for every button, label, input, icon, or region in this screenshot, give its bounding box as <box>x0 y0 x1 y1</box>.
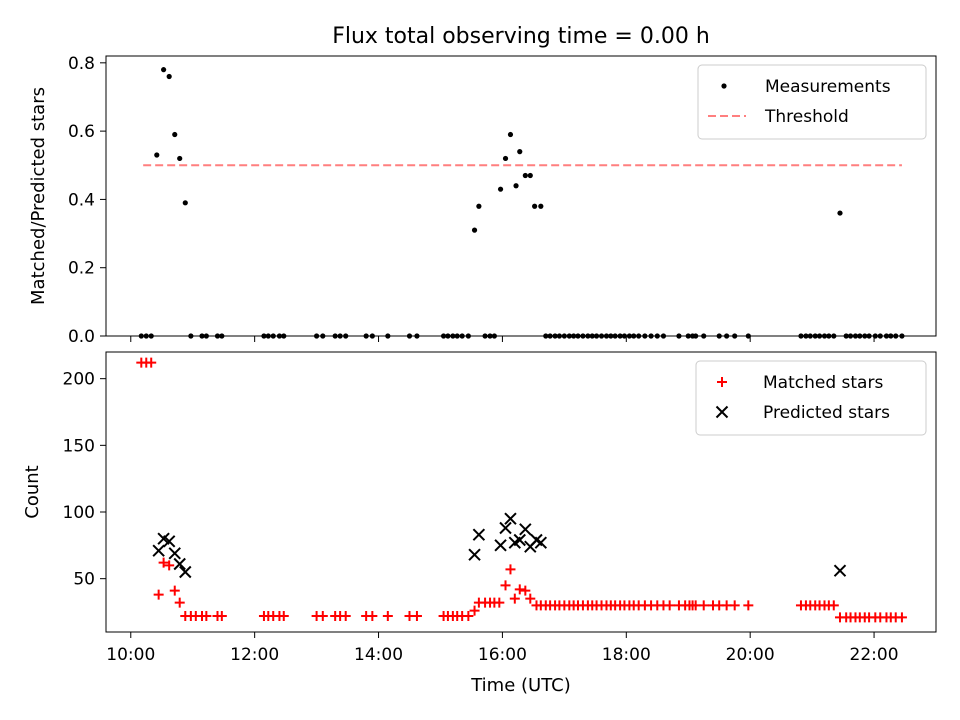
data-point <box>471 227 478 233</box>
data-point <box>168 547 181 560</box>
data-point <box>166 73 172 80</box>
data-point <box>201 611 212 621</box>
top-plot-frame <box>105 55 937 337</box>
data-point <box>513 183 519 189</box>
top-legend: Measurements Threshold <box>697 64 927 140</box>
data-point <box>172 131 178 138</box>
data-point <box>182 200 188 206</box>
data-point <box>367 611 378 621</box>
y-tick-label: 0.6 <box>68 122 95 142</box>
data-point <box>173 557 186 571</box>
data-point <box>169 585 180 596</box>
x-tick-label: 16:00 <box>478 645 527 665</box>
x-axis-label: Time (UTC) <box>470 675 571 696</box>
x-tick-label: 22:00 <box>850 645 899 665</box>
data-point <box>833 564 847 577</box>
data-point <box>153 589 164 600</box>
top-y-axis-label: Matched/Predicted stars <box>28 87 49 305</box>
bottom-panel: 10:00 12:00 14:00 16:00 18:00 20:00 22:00 50 100… <box>22 351 937 696</box>
y-tick-label: 0.0 <box>68 327 95 347</box>
data-point <box>507 131 514 138</box>
y-tick-label: 50 <box>73 570 95 590</box>
bottom-legend: Matched stars Predicted stars <box>695 360 927 436</box>
data-point <box>509 593 520 604</box>
y-tick-label: 150 <box>63 436 95 456</box>
data-point <box>520 585 531 596</box>
data-point <box>164 560 175 571</box>
data-point <box>158 557 169 568</box>
legend-box <box>697 64 927 140</box>
data-point <box>514 584 525 595</box>
x-tick-label: 18:00 <box>602 645 651 665</box>
data-point <box>468 548 481 561</box>
data-point <box>216 611 227 621</box>
data-point <box>698 600 709 611</box>
x-tick-label: 12:00 <box>230 645 279 665</box>
series-matched-stars <box>136 357 907 623</box>
data-point <box>896 612 907 623</box>
data-point <box>828 600 839 611</box>
legend-swatch <box>715 405 729 419</box>
data-point <box>154 152 160 158</box>
data-point <box>472 528 486 541</box>
y-tick-label: 100 <box>63 503 95 523</box>
legend-box <box>695 360 927 436</box>
data-point <box>513 533 526 547</box>
legend-label: Predicted stars <box>763 403 890 423</box>
data-point <box>743 600 754 611</box>
data-point <box>278 611 289 621</box>
data-point <box>146 357 157 368</box>
data-point <box>463 611 474 621</box>
data-point <box>527 172 533 179</box>
bottom-plot-frame <box>105 351 937 633</box>
data-point <box>522 172 528 179</box>
series-predicted-stars <box>152 512 847 579</box>
data-point <box>340 611 351 621</box>
data-point <box>494 539 507 552</box>
legend-swatch <box>721 83 727 89</box>
data-point <box>497 186 504 192</box>
legend-label: Matched stars <box>763 373 883 393</box>
data-point <box>534 536 548 549</box>
data-point <box>179 565 192 579</box>
data-point <box>152 544 165 557</box>
legend-label: Threshold <box>764 107 849 127</box>
x-tick-label: 20:00 <box>726 645 775 665</box>
bottom-y-axis-label: Count <box>22 465 43 518</box>
data-point <box>538 203 544 209</box>
data-point <box>502 155 509 162</box>
legend-swatch <box>717 377 727 387</box>
data-point <box>525 593 536 604</box>
data-point <box>469 605 480 616</box>
legend-label: Measurements <box>765 77 891 97</box>
data-point <box>476 203 482 209</box>
data-point <box>505 564 516 575</box>
x-tick-label: 14:00 <box>354 645 403 665</box>
data-point <box>174 597 185 608</box>
data-point <box>664 600 675 611</box>
y-tick-label: 200 <box>63 370 95 390</box>
data-point <box>494 597 505 608</box>
data-point <box>161 67 167 73</box>
data-point <box>519 523 532 536</box>
data-point <box>500 580 511 591</box>
data-point <box>317 611 328 621</box>
chart-title: Flux total observing time = 0.00 h <box>332 24 710 49</box>
data-point <box>162 535 176 548</box>
y-tick-label: 0.4 <box>68 190 95 210</box>
data-point <box>177 155 183 162</box>
data-point <box>837 210 843 216</box>
x-tick-label: 10:00 <box>106 645 155 665</box>
top-panel: 0.00.20.40.60.8 Matched/Predicted stars … <box>28 54 937 347</box>
data-point <box>504 512 517 525</box>
data-point <box>532 203 538 209</box>
data-point <box>382 611 393 621</box>
data-point <box>411 611 422 621</box>
y-tick-label: 0.2 <box>68 259 95 279</box>
data-point <box>499 521 512 535</box>
data-point <box>517 149 523 155</box>
data-point <box>729 600 740 611</box>
y-tick-label: 0.8 <box>68 54 95 74</box>
